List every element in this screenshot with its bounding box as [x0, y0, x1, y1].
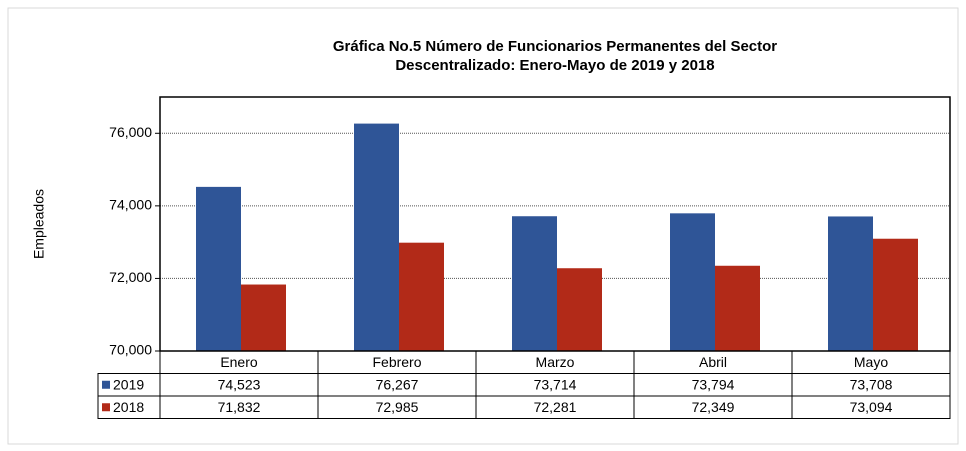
bar	[399, 242, 444, 351]
x-tick-label: Mayo	[854, 354, 888, 370]
bar	[670, 213, 715, 351]
y-tick-label: 70,000	[109, 342, 152, 358]
table-value: 73,708	[850, 376, 893, 392]
legend-label: 2019	[113, 376, 144, 392]
bar	[512, 216, 557, 351]
bar	[354, 123, 399, 351]
legend-label: 2018	[113, 399, 144, 415]
table-value: 73,094	[850, 399, 893, 415]
y-tick-label: 72,000	[109, 269, 152, 285]
table-value: 71,832	[218, 399, 261, 415]
chart-title: Gráfica No.5 Número de Funcionarios Perm…	[333, 38, 777, 55]
frame	[7, 7, 959, 445]
legend-swatch	[102, 380, 110, 389]
table-value: 72,349	[692, 399, 735, 415]
table-value: 73,794	[692, 376, 735, 392]
y-tick-label: 76,000	[109, 124, 152, 140]
table-value: 72,985	[376, 399, 419, 415]
x-tick-label: Marzo	[536, 354, 575, 370]
x-tick-label: Febrero	[372, 354, 421, 370]
bar	[873, 238, 918, 351]
bar	[715, 265, 760, 351]
table-value: 73,714	[534, 376, 577, 392]
x-tick-label: Enero	[220, 354, 258, 370]
table-value: 72,281	[534, 399, 577, 415]
bar	[557, 268, 602, 351]
chart-subtitle: Descentralizado: Enero-Mayo de 2019 y 20…	[395, 57, 714, 74]
bar	[828, 216, 873, 351]
table-value: 76,267	[376, 376, 419, 392]
bar	[196, 186, 241, 351]
x-tick-label: Abril	[699, 354, 727, 370]
y-tick-label: 74,000	[109, 197, 152, 213]
table-value: 74,523	[218, 376, 261, 392]
y-axis-label: Empleados	[31, 189, 47, 259]
bar	[241, 284, 286, 351]
legend-swatch	[102, 403, 110, 412]
